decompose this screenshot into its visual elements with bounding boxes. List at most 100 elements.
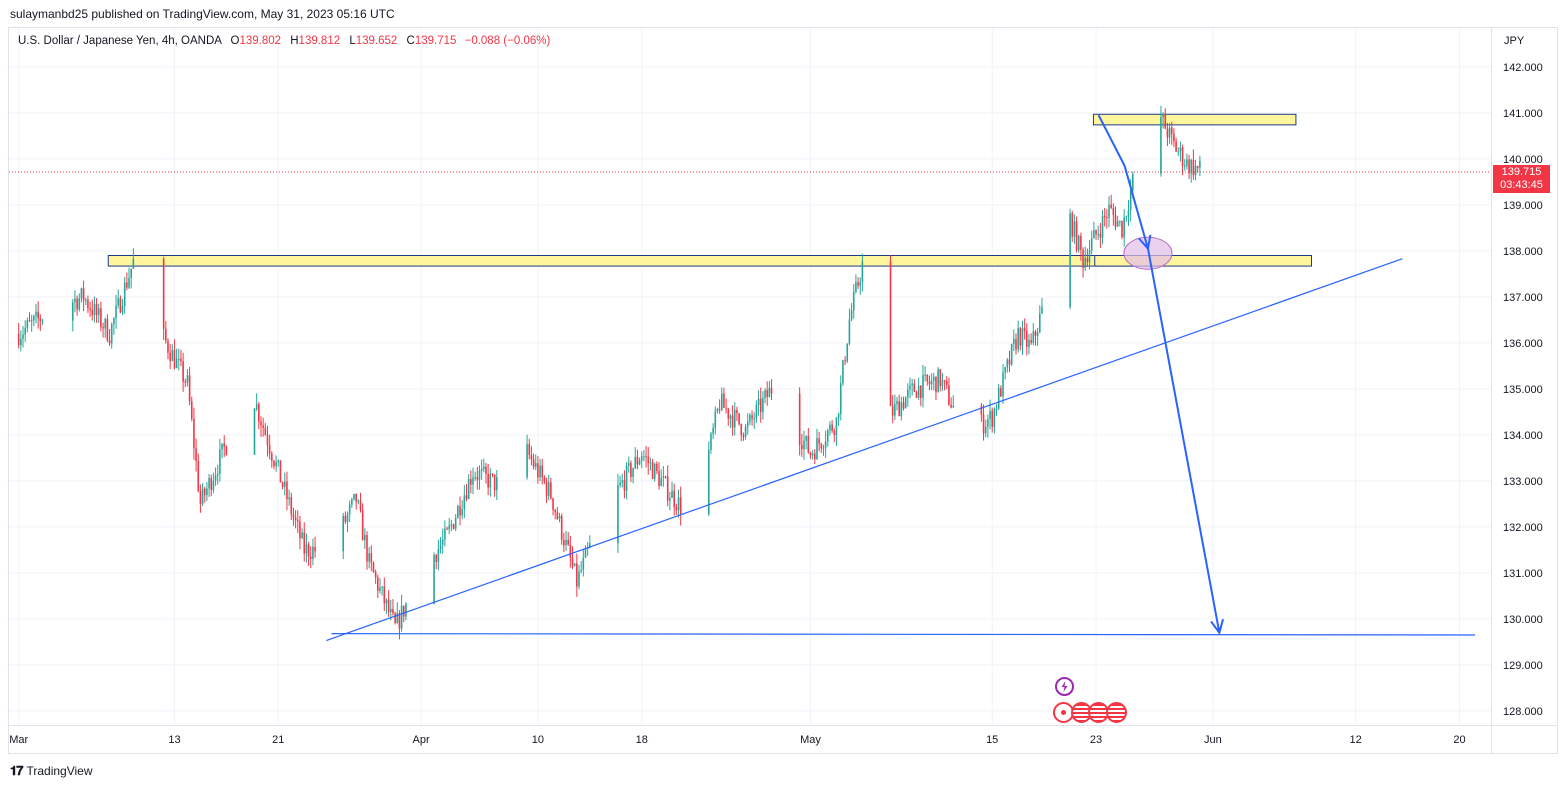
currency-label[interactable]: JPY	[1504, 35, 1525, 47]
candle-body	[675, 507, 678, 511]
candle-body	[720, 393, 723, 410]
candle-body	[439, 545, 442, 550]
candle-body	[714, 411, 717, 429]
low-label: L	[349, 35, 356, 47]
candle-body	[177, 358, 180, 360]
price-tick-label: 135.000	[1503, 384, 1543, 396]
candle-body	[1019, 328, 1022, 346]
candle-body	[738, 413, 740, 425]
candle-body	[95, 303, 98, 315]
candle-body	[801, 444, 803, 450]
candle-body	[1075, 221, 1078, 251]
candle-body	[123, 282, 126, 307]
candle-body	[556, 512, 559, 519]
candle-body	[180, 358, 182, 362]
candle-body	[917, 385, 920, 398]
candle-body	[842, 360, 844, 384]
price-tick-label: 134.000	[1503, 430, 1543, 442]
candle-body	[281, 482, 284, 487]
candle-body	[210, 478, 213, 490]
candle-body	[372, 562, 375, 573]
candle-body	[459, 506, 461, 516]
candle-body	[303, 532, 306, 554]
candle-body	[221, 443, 223, 450]
candle-body	[861, 261, 864, 282]
candle-body	[896, 401, 898, 405]
candle-body	[405, 603, 407, 617]
candle-body	[798, 393, 801, 445]
candle-body	[1188, 159, 1190, 174]
candle-body	[554, 509, 557, 513]
candle-body	[454, 517, 457, 529]
candle-body	[552, 498, 554, 510]
candle-body	[84, 299, 87, 301]
symbol-legend[interactable]: U.S. Dollar / Japanese Yen, 4h, OANDA O1…	[18, 35, 550, 47]
candle-body	[26, 320, 29, 329]
candle-body	[742, 435, 745, 437]
candle-body	[589, 543, 591, 548]
candle-body	[305, 544, 308, 554]
candle-body	[71, 302, 74, 321]
price-tick-label: 133.000	[1503, 476, 1543, 488]
candle-body	[1073, 221, 1076, 237]
support-resistance-zone	[107, 255, 1161, 267]
candle-body	[91, 309, 94, 316]
candle-body	[550, 482, 552, 499]
candle-body	[712, 428, 714, 434]
candle-body	[197, 460, 200, 491]
candle-body	[394, 613, 396, 624]
candle-body	[982, 414, 985, 434]
candle-body	[33, 315, 35, 321]
candle-body	[301, 532, 303, 539]
candle-body	[1183, 165, 1186, 167]
candle-body	[348, 504, 351, 515]
price-tick-label: 136.000	[1503, 338, 1543, 350]
candle-body	[617, 485, 619, 544]
candle-body	[470, 479, 472, 485]
candle-body	[1110, 204, 1112, 208]
candle-body	[811, 453, 814, 456]
price-tick-label: 132.000	[1503, 522, 1543, 534]
candle-body	[1030, 339, 1032, 343]
candle-body	[846, 343, 849, 362]
candle-body	[1026, 331, 1028, 347]
candle-body	[563, 539, 565, 546]
candle-body	[1004, 367, 1006, 373]
candle-body	[389, 608, 392, 612]
candle-body	[24, 328, 26, 335]
us-flag-event-icon[interactable]	[1106, 702, 1127, 723]
candle-body	[584, 548, 587, 558]
open-value: 139.802	[239, 35, 282, 47]
candle-body	[632, 468, 634, 477]
candle-body	[746, 421, 749, 427]
tradingview-logo[interactable]: 𝟏𝟕 TradingView	[10, 763, 93, 779]
candle-body	[900, 402, 903, 417]
candle-body	[113, 318, 115, 325]
price-tick-label: 129.000	[1503, 660, 1543, 672]
candle-body	[997, 387, 1000, 409]
symbol-name[interactable]: U.S. Dollar / Japanese Yen, 4h, OANDA	[18, 35, 222, 47]
lightning-event-icon[interactable]	[1055, 677, 1074, 696]
candle-body	[679, 497, 682, 515]
candle-body	[1082, 249, 1084, 268]
candle-body	[543, 477, 546, 482]
open-label: O	[230, 35, 240, 47]
candle-body	[487, 473, 489, 488]
candle-body	[991, 410, 993, 427]
candle-body	[35, 311, 37, 316]
candle-body	[1036, 332, 1039, 336]
candle-body	[387, 599, 390, 612]
candle-body	[889, 261, 892, 407]
candle-body	[837, 413, 840, 418]
candle-body	[768, 387, 771, 398]
candle-body	[76, 298, 78, 310]
candle-body	[829, 424, 831, 431]
candle-body	[104, 318, 107, 329]
candle-body	[128, 277, 130, 288]
candle-body	[930, 380, 933, 385]
candle-body	[1108, 204, 1110, 218]
candle-body	[106, 318, 109, 341]
candle-body	[904, 397, 907, 409]
candle-body	[288, 497, 290, 500]
